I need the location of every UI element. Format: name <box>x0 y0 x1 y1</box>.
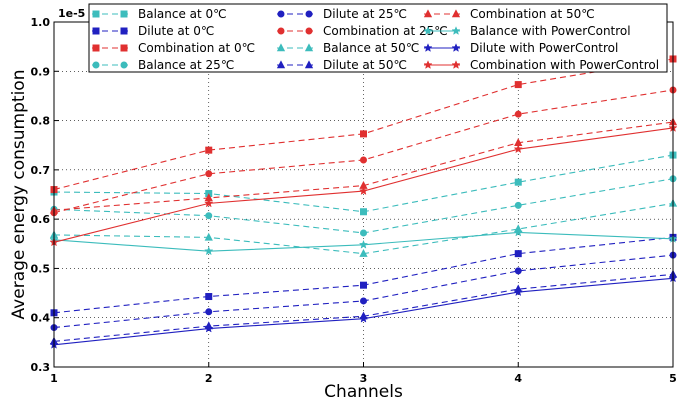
data-point <box>360 208 367 216</box>
data-point <box>451 26 461 35</box>
data-point <box>423 60 433 69</box>
data-point <box>304 43 314 52</box>
data-point <box>304 60 314 69</box>
data-point <box>358 186 369 196</box>
y-tick-label: 1.0 <box>31 16 51 29</box>
legend-item: Combination at 25℃ <box>277 24 448 38</box>
legend-label: Combination with PowerControl <box>470 58 659 72</box>
data-point <box>120 44 128 52</box>
data-point <box>205 146 213 154</box>
data-point <box>451 43 461 52</box>
legend-label: Combination at 50℃ <box>470 7 595 21</box>
y-offset-label: 1e-5 <box>58 7 85 20</box>
data-point <box>120 61 128 69</box>
data-point <box>205 308 213 316</box>
data-point <box>204 232 213 241</box>
legend-item: Dilute with PowerControl <box>423 41 618 55</box>
data-point <box>360 229 367 237</box>
legend-label: Combination at 25℃ <box>323 24 448 38</box>
legend-item: Dilute at 25℃ <box>277 7 407 21</box>
x-axis-label: Channels <box>324 382 403 402</box>
data-point <box>514 201 522 209</box>
legend-item: Balance at 25℃ <box>92 58 234 72</box>
data-point <box>204 323 214 333</box>
x-tick-label: 1 <box>50 372 58 385</box>
legend-label: Balance with PowerControl <box>470 24 631 38</box>
data-point <box>92 10 100 18</box>
data-point <box>514 250 522 258</box>
data-point <box>514 81 522 89</box>
data-point <box>92 27 100 35</box>
data-point <box>305 27 313 35</box>
series <box>49 123 678 247</box>
data-point <box>277 27 285 35</box>
legend-label: Dilute at 0℃ <box>138 24 214 38</box>
data-point <box>513 287 523 297</box>
y-tick-label: 0.8 <box>31 115 51 128</box>
data-point <box>120 10 128 18</box>
axis-ticks: 1 2 3 4 5 0.3 0.4 0.5 0.6 0.7 0.8 0.9 1.0 <box>31 16 677 385</box>
data-point <box>451 60 461 69</box>
data-point <box>360 130 367 138</box>
data-point <box>358 239 369 249</box>
legend-item: Dilute at 50℃ <box>276 58 407 72</box>
data-point <box>276 43 286 52</box>
y-tick-label: 0.4 <box>31 312 51 325</box>
data-point <box>204 198 214 208</box>
data-point <box>358 313 369 323</box>
legend-box <box>88 3 668 73</box>
legend-label: Balance at 25℃ <box>138 58 234 72</box>
y-tick-label: 0.7 <box>31 164 51 177</box>
x-tick-label: 3 <box>360 372 368 385</box>
data-point <box>451 9 461 18</box>
x-tick-label: 5 <box>669 372 677 385</box>
data-point <box>360 281 367 289</box>
legend-label: Balance at 0℃ <box>138 7 227 21</box>
series <box>50 175 677 237</box>
data-point <box>204 246 214 256</box>
data-point <box>360 156 367 164</box>
legend-label: Dilute at 50℃ <box>323 58 407 72</box>
legend-label: Dilute at 25℃ <box>323 7 407 21</box>
legend-item: Balance with PowerControl <box>423 24 631 38</box>
y-tick-label: 0.6 <box>31 213 51 226</box>
legend-label: Balance at 50℃ <box>323 41 419 55</box>
data-point <box>423 26 433 35</box>
data-point <box>205 293 213 301</box>
x-tick-label: 2 <box>205 372 213 385</box>
y-tick-label: 0.3 <box>31 361 51 374</box>
legend-item: Dilute at 0℃ <box>92 24 214 38</box>
legend-item: Combination at 50℃ <box>423 7 595 21</box>
legend-item: Balance at 50℃ <box>276 41 419 55</box>
x-tick-label: 4 <box>514 372 522 385</box>
legend-label: Combination at 0℃ <box>138 41 255 55</box>
data-point <box>276 60 286 69</box>
legend-item: Combination at 0℃ <box>92 41 255 55</box>
legend-item: Balance at 0℃ <box>92 7 227 21</box>
data-point <box>513 227 523 237</box>
data-point <box>514 178 522 186</box>
data-point <box>423 9 433 18</box>
y-tick-label: 0.5 <box>31 262 51 275</box>
y-tick-label: 0.9 <box>31 65 51 78</box>
data-point <box>514 267 522 275</box>
data-point <box>92 44 100 52</box>
data-point <box>513 144 523 154</box>
data-point <box>205 170 213 178</box>
data-point <box>360 297 367 305</box>
data-point <box>205 212 213 220</box>
data-point <box>120 27 128 35</box>
data-point <box>92 61 100 69</box>
data-point <box>514 110 522 118</box>
data-point <box>359 248 368 257</box>
data-point <box>305 10 313 18</box>
data-point <box>277 10 285 18</box>
legend: Balance at 0℃ Dilute at 0℃ Combination at … <box>88 3 668 73</box>
legend-label: Dilute with PowerControl <box>470 41 618 55</box>
legend-item: Combination with PowerControl <box>423 58 659 72</box>
data-point <box>423 43 433 52</box>
y-axis-label: Average energy consumption <box>9 70 29 320</box>
